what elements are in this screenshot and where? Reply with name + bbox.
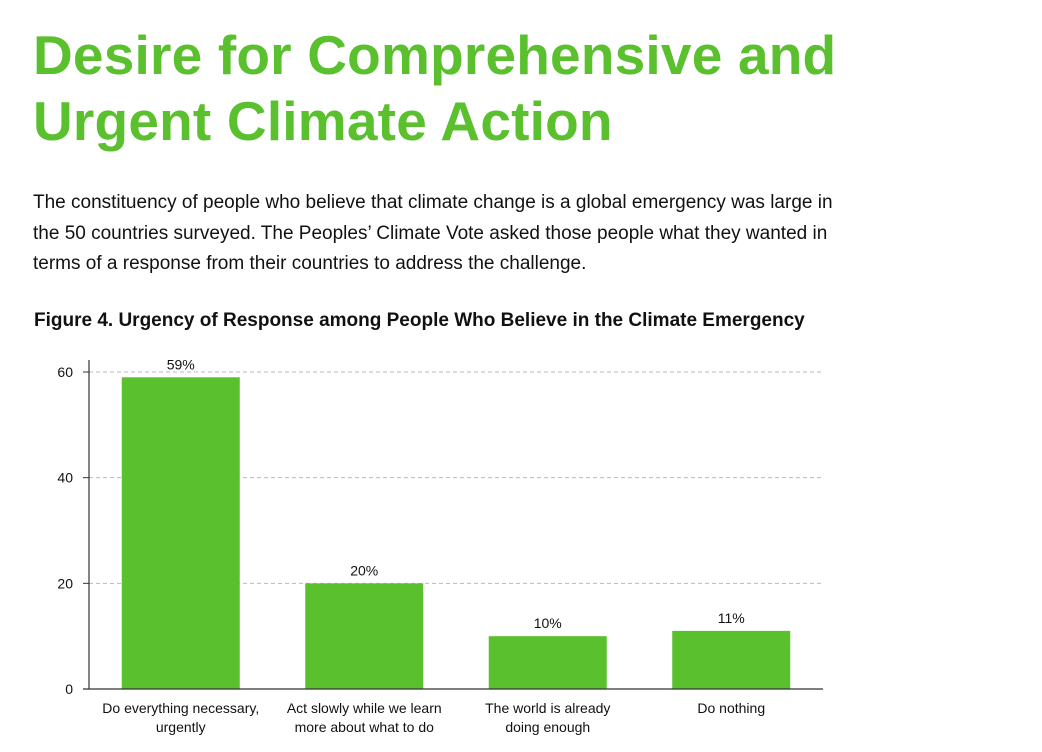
- x-category-label: Do everything necessary, urgently: [102, 700, 259, 735]
- x-category-label-line: doing enough: [505, 719, 590, 735]
- intro-line-2: the 50 countries surveyed. The Peoples’ …: [33, 222, 828, 244]
- bar-value-label: 10%: [534, 615, 562, 631]
- bar-4: [672, 630, 791, 689]
- x-category-label-line: Act slowly while we learn: [287, 700, 442, 716]
- y-tick-label: 0: [65, 681, 73, 697]
- bar-value-label: 20%: [350, 562, 378, 578]
- x-category-label: Act slowly while we learn more about what…: [287, 700, 442, 735]
- page-title-line-1: Desire for Comprehensive and: [33, 24, 837, 86]
- bar-3: [488, 636, 607, 689]
- x-category-label-line: urgently: [156, 719, 206, 735]
- x-category-label-line: Do nothing: [697, 700, 765, 716]
- chart-bars: [121, 377, 791, 689]
- figure-title: Figure 4. Urgency of Response among Peop…: [34, 310, 805, 331]
- y-tick-label: 20: [57, 575, 73, 591]
- chart-labels: 0 20 40 60 59% Do everything necessary, urgent…: [57, 356, 765, 735]
- y-tick-label: 40: [57, 470, 73, 486]
- intro-paragraph: The constituency of people who believe t…: [33, 188, 973, 280]
- chart-axes: [83, 360, 823, 690]
- x-category-label-line: more about what to do: [295, 719, 435, 735]
- x-category-label: The world is already doing enough: [485, 700, 610, 735]
- intro-line-1: The constituency of people who believe t…: [33, 192, 833, 213]
- x-category-label-line: Do everything necessary,: [102, 700, 259, 716]
- x-category-label-line: The world is already: [485, 700, 610, 716]
- y-tick-label: 60: [57, 364, 73, 380]
- bar-2: [305, 583, 424, 689]
- bar-value-label: 11%: [718, 610, 745, 626]
- page-title: Desire for Comprehensive and Urgent Clim…: [33, 22, 993, 154]
- x-category-label: Do nothing: [697, 700, 765, 716]
- bar-value-label: 59%: [167, 356, 195, 372]
- intro-line-3: terms of a response from their countries…: [33, 253, 587, 274]
- page-title-line-2: Urgent Climate Action: [33, 90, 613, 152]
- bar-1: [121, 377, 240, 689]
